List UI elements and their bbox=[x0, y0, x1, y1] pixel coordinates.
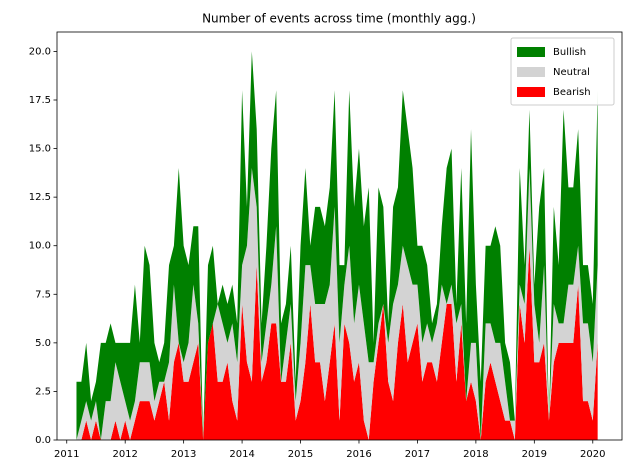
legend-swatch bbox=[517, 47, 545, 57]
legend-label: Bearish bbox=[553, 87, 591, 98]
x-tick-label: 2020 bbox=[580, 449, 605, 460]
x-tick-label: 2014 bbox=[229, 449, 254, 460]
area bbox=[76, 245, 598, 440]
x-tick-label: 2013 bbox=[171, 449, 196, 460]
legend-label: Bullish bbox=[553, 47, 586, 58]
y-tick-label: 5.0 bbox=[35, 338, 51, 349]
area bbox=[76, 51, 598, 441]
plot-frame bbox=[56, 31, 623, 441]
x-tick-label: 2015 bbox=[288, 449, 313, 460]
x-tick-label: 2016 bbox=[346, 449, 371, 460]
x-tick-label: 2017 bbox=[405, 449, 430, 460]
y-tick-label: 10.0 bbox=[29, 241, 51, 252]
area bbox=[76, 168, 598, 440]
y-tick-label: 2.5 bbox=[35, 386, 51, 397]
legend-label: Neutral bbox=[553, 67, 590, 78]
legend-swatch bbox=[517, 67, 545, 77]
y-tick-label: 7.5 bbox=[35, 289, 51, 300]
x-tick-label: 2019 bbox=[522, 449, 547, 460]
chart-title: Number of events across time (monthly ag… bbox=[202, 12, 476, 26]
y-tick-label: 20.0 bbox=[29, 46, 51, 57]
x-tick-label: 2018 bbox=[463, 449, 488, 460]
y-tick-label: 12.5 bbox=[29, 192, 51, 203]
y-tick-label: 15.0 bbox=[29, 144, 51, 155]
x-tick-label: 2012 bbox=[112, 449, 137, 460]
y-tick-label: 17.5 bbox=[29, 95, 51, 106]
y-tick-label: 0.0 bbox=[35, 435, 51, 446]
x-tick-label: 2011 bbox=[54, 449, 79, 460]
legend-swatch bbox=[517, 87, 545, 97]
